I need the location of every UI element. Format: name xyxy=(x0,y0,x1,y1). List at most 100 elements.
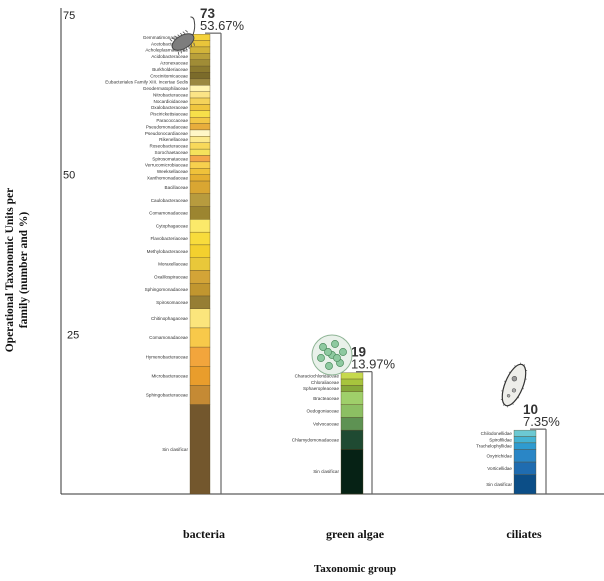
ciliate-cilium xyxy=(525,378,527,380)
segment-label: Spirofilidae xyxy=(489,437,512,442)
algae-cell xyxy=(324,348,332,356)
bar-segment xyxy=(189,174,211,182)
segment-label: Sphingobacteraceae xyxy=(146,393,189,398)
ciliate-nucleus xyxy=(511,375,518,382)
segment-label: Sin clasificar xyxy=(486,482,512,487)
ciliate-cilium xyxy=(508,371,511,374)
bar-segment xyxy=(189,155,211,163)
bar-segment xyxy=(340,391,364,405)
group-total-percent: 13.97% xyxy=(351,357,396,372)
bar-segment xyxy=(189,295,211,309)
bar-segment xyxy=(189,53,211,60)
segment-label: Paracoccaceae xyxy=(156,118,188,123)
bar-segment xyxy=(189,231,211,246)
segment-label: Piscirickettsiaceae xyxy=(150,112,188,117)
bar-segment xyxy=(189,148,211,156)
bar-segment xyxy=(189,168,211,175)
segment-label: Azonexaceae xyxy=(160,61,188,66)
bar-segment xyxy=(189,142,211,150)
y-axis-title-line-2: family (number and %) xyxy=(18,212,30,329)
bar-segment xyxy=(189,65,211,73)
y-axis-title-svg: Operational Taxonomic Units per family (… xyxy=(4,188,30,353)
ciliate-cilium xyxy=(502,403,505,406)
group-total-count: 19 xyxy=(351,345,366,360)
ciliate-vacuole xyxy=(506,394,511,398)
bar-segment xyxy=(189,161,211,169)
bacterium-cilium xyxy=(188,45,190,49)
bacterium-cilium xyxy=(185,29,189,33)
segment-label: Bacillaceae xyxy=(165,185,189,190)
x-category-label: bacteria xyxy=(183,527,225,541)
segment-label: Hymenobacteraceae xyxy=(146,354,189,359)
y-axis-title: Operational Taxonomic Units per family (… xyxy=(0,0,40,581)
segment-label: Sorochaetaceae xyxy=(155,150,189,155)
y-tick-label: 25 xyxy=(67,329,79,341)
ciliate-cilium xyxy=(507,405,509,408)
segment-label: Xanthomonadaceae xyxy=(147,175,189,180)
bar-segment xyxy=(189,104,211,111)
ciliate-cilium xyxy=(519,362,521,365)
ciliate-vacuole xyxy=(511,388,517,393)
segment-label: Oedogoniaceae xyxy=(307,409,340,414)
algae-cell xyxy=(317,354,325,362)
bacterium-cilium xyxy=(172,37,176,41)
segment-label: Spirosomaceae xyxy=(156,300,188,305)
bacterium-cilium xyxy=(179,32,183,36)
x-category-label: ciliates xyxy=(506,527,542,541)
algae-cell xyxy=(331,340,339,348)
segment-label: Weeksellaceae xyxy=(157,169,189,174)
bar-segment xyxy=(189,110,211,118)
bacterium-icon xyxy=(169,16,196,55)
bar-segment xyxy=(340,385,364,392)
segment-label: Acholeplasmataceae xyxy=(145,48,188,53)
segment-label: Oxytrichidae xyxy=(486,453,512,458)
segment-label: Comamonadaceae xyxy=(149,335,188,340)
bar-segment xyxy=(340,378,364,386)
group-total-percent: 53.67% xyxy=(200,18,245,33)
bacterium-cilium xyxy=(183,48,185,52)
segment-label: Comamonadaceae xyxy=(149,211,188,216)
bar-segment xyxy=(340,449,364,495)
segment-label: Microbacteraceae xyxy=(151,373,188,378)
segment-label: Sphingomonadaceae xyxy=(145,287,189,292)
segment-label: Pseudomonadaceae xyxy=(146,124,189,129)
segment-label: Rikenellaceae xyxy=(159,137,188,142)
bar-segment xyxy=(189,283,211,297)
algae-cell xyxy=(333,354,341,362)
segment-label: Oxalobacteraceae xyxy=(151,105,189,110)
bacterium-flagellum xyxy=(190,16,196,36)
segment-label: Sin clasificar xyxy=(162,447,188,452)
bar-segment xyxy=(513,461,537,476)
segment-label: Roseobacteraceae xyxy=(149,144,188,149)
y-tick-label: 50 xyxy=(63,170,75,182)
ciliate-cilium xyxy=(500,398,503,400)
bacterium-cilium xyxy=(185,47,188,51)
bar-segment xyxy=(189,72,211,80)
segment-label: Eubacteriales Family XIII. Incertae Sedi… xyxy=(105,80,188,85)
segment-label: Characiochloridaceae xyxy=(295,373,340,378)
segment-label: Geodermatophilaceae xyxy=(143,86,189,91)
bar-segment xyxy=(189,270,211,284)
bar-segment xyxy=(189,78,211,86)
bacterium-cilium xyxy=(169,38,173,42)
algae-cell xyxy=(339,348,347,356)
ciliate-cilium xyxy=(504,380,506,382)
segment-label: Nocardioidaceae xyxy=(154,99,189,104)
ciliate-cilium xyxy=(514,365,516,368)
bar-segment xyxy=(189,244,211,258)
segment-label: Methylobacteraceae xyxy=(147,249,189,254)
bar-segment xyxy=(340,417,364,431)
segment-label: Moraxellaceae xyxy=(158,262,188,267)
bacterium-cilium xyxy=(177,51,180,55)
bar-segment xyxy=(189,385,211,405)
bar-segment xyxy=(189,206,211,220)
bar-segment xyxy=(189,180,211,195)
green-algae-colony-icon xyxy=(311,334,353,376)
x-category-label: green algae xyxy=(326,527,385,541)
segment-label: Bracteaceae xyxy=(313,396,339,401)
segment-label: Acidobacteraceae xyxy=(151,54,188,59)
segment-label: Volvocaceae xyxy=(313,421,339,426)
segment-label: Sin clasificar xyxy=(313,469,339,474)
bar-segment xyxy=(189,366,211,386)
bar-segment xyxy=(189,46,211,54)
